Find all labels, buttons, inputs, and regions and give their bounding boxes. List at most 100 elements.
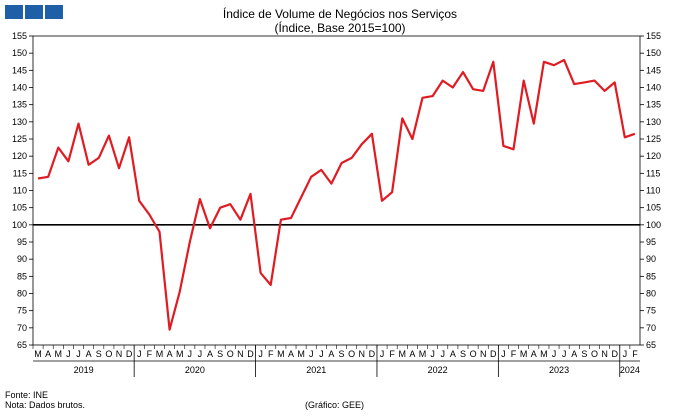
y-tick-label-right: 110 [646, 186, 660, 196]
y-tick-label-left: 100 [12, 220, 27, 230]
y-tick-label-right: 105 [646, 203, 661, 213]
y-tick-label-left: 155 [12, 31, 27, 41]
x-month-label: J [440, 349, 445, 359]
x-month-label: F [147, 349, 153, 359]
x-month-label: A [328, 349, 334, 359]
x-month-label: A [45, 349, 51, 359]
x-year-label: 2020 [185, 365, 205, 375]
x-month-label: S [581, 349, 587, 359]
x-month-label: F [632, 349, 638, 359]
y-tick-label-right: 75 [646, 306, 656, 316]
y-tick-label-right: 155 [646, 31, 661, 41]
x-year-label: 2023 [549, 365, 569, 375]
y-tick-label-left: 85 [17, 271, 27, 281]
x-month-label: S [96, 349, 102, 359]
series-line [37, 58, 636, 331]
x-month-label: D [126, 349, 133, 359]
x-month-label: N [116, 349, 123, 359]
x-month-label: D [369, 349, 376, 359]
y-tick-label-right: 65 [646, 340, 656, 350]
y-tick-label-right: 115 [646, 168, 660, 178]
x-month-label: A [450, 349, 456, 359]
chart-title: Índice de Volume de Negócios nos Serviço… [222, 7, 458, 21]
x-month-label: O [227, 349, 234, 359]
y-tick-label-right: 135 [646, 100, 661, 110]
y-tick-label-left: 95 [17, 237, 27, 247]
x-month-label: J [380, 349, 385, 359]
x-month-label: A [409, 349, 415, 359]
x-month-label: D [247, 349, 254, 359]
source-note: Fonte: INE [5, 390, 49, 400]
x-month-label: S [217, 349, 223, 359]
y-tick-label-left: 120 [12, 151, 27, 161]
x-month-label: S [460, 349, 466, 359]
x-month-label: A [571, 349, 577, 359]
x-month-label: D [611, 349, 618, 359]
logo-square [45, 5, 63, 19]
x-month-label: F [511, 349, 517, 359]
y-tick-label-right: 130 [646, 117, 661, 127]
x-month-label: J [188, 349, 193, 359]
x-month-label: M [277, 349, 285, 359]
x-month-label: M [399, 349, 407, 359]
y-tick-label-right: 100 [646, 220, 661, 230]
x-month-label: D [490, 349, 497, 359]
x-month-label: N [237, 349, 244, 359]
y-tick-label-left: 65 [17, 340, 27, 350]
x-month-label: J [501, 349, 506, 359]
y-tick-label-left: 75 [17, 306, 27, 316]
y-tick-label-right: 150 [646, 48, 661, 58]
logo-square [25, 5, 43, 19]
y-tick-label-right: 85 [646, 271, 656, 281]
x-month-label: J [198, 349, 203, 359]
x-month-label: J [66, 349, 71, 359]
chart-subtitle: (Índice, Base 2015=100) [274, 21, 406, 35]
x-month-label: M [34, 349, 42, 359]
x-year-label: 2024 [620, 365, 640, 375]
x-month-label: S [339, 349, 345, 359]
logo-square [5, 5, 23, 19]
y-tick-label-left: 145 [12, 65, 27, 75]
x-month-label: N [601, 349, 608, 359]
x-month-label: A [167, 349, 173, 359]
plot-frame [32, 35, 641, 346]
x-month-label: J [137, 349, 142, 359]
chart-credit: (Gráfico: GEE) [305, 400, 365, 410]
x-month-label: J [623, 349, 628, 359]
y-tick-label-left: 135 [12, 100, 27, 110]
x-month-label: J [552, 349, 557, 359]
y-tick-label-right: 90 [646, 254, 656, 264]
x-month-label: J [430, 349, 435, 359]
x-month-label: O [470, 349, 477, 359]
x-month-label: M [297, 349, 305, 359]
x-month-label: O [591, 349, 598, 359]
y-tick-label-left: 130 [12, 117, 27, 127]
y-tick-label-right: 125 [646, 134, 661, 144]
chart-title-block: Índice de Volume de Negócios nos Serviço… [0, 7, 680, 35]
x-month-label: M [55, 349, 63, 359]
x-month-label: O [348, 349, 355, 359]
x-month-label: M [520, 349, 528, 359]
x-month-label: J [309, 349, 314, 359]
y-tick-label-left: 90 [17, 254, 27, 264]
x-month-label: N [480, 349, 487, 359]
y-tick-label-left: 140 [12, 83, 27, 93]
data-note: Nota: Dados brutos. [5, 400, 86, 410]
x-year-label: 2022 [428, 365, 448, 375]
x-month-label: M [156, 349, 164, 359]
x-month-label: M [176, 349, 184, 359]
x-month-label: F [389, 349, 395, 359]
y-tick-label-left: 110 [13, 186, 27, 196]
x-month-label: A [288, 349, 294, 359]
y-tick-label-right: 80 [646, 289, 656, 299]
x-month-label: M [540, 349, 548, 359]
y-tick-label-left: 150 [12, 48, 27, 58]
y-tick-label-right: 120 [646, 151, 661, 161]
y-tick-label-right: 70 [646, 323, 656, 333]
y-tick-label-right: 140 [646, 83, 661, 93]
y-tick-label-left: 125 [12, 134, 27, 144]
x-month-label: A [207, 349, 213, 359]
x-month-label: J [319, 349, 324, 359]
x-month-label: M [419, 349, 427, 359]
x-month-label: A [86, 349, 92, 359]
